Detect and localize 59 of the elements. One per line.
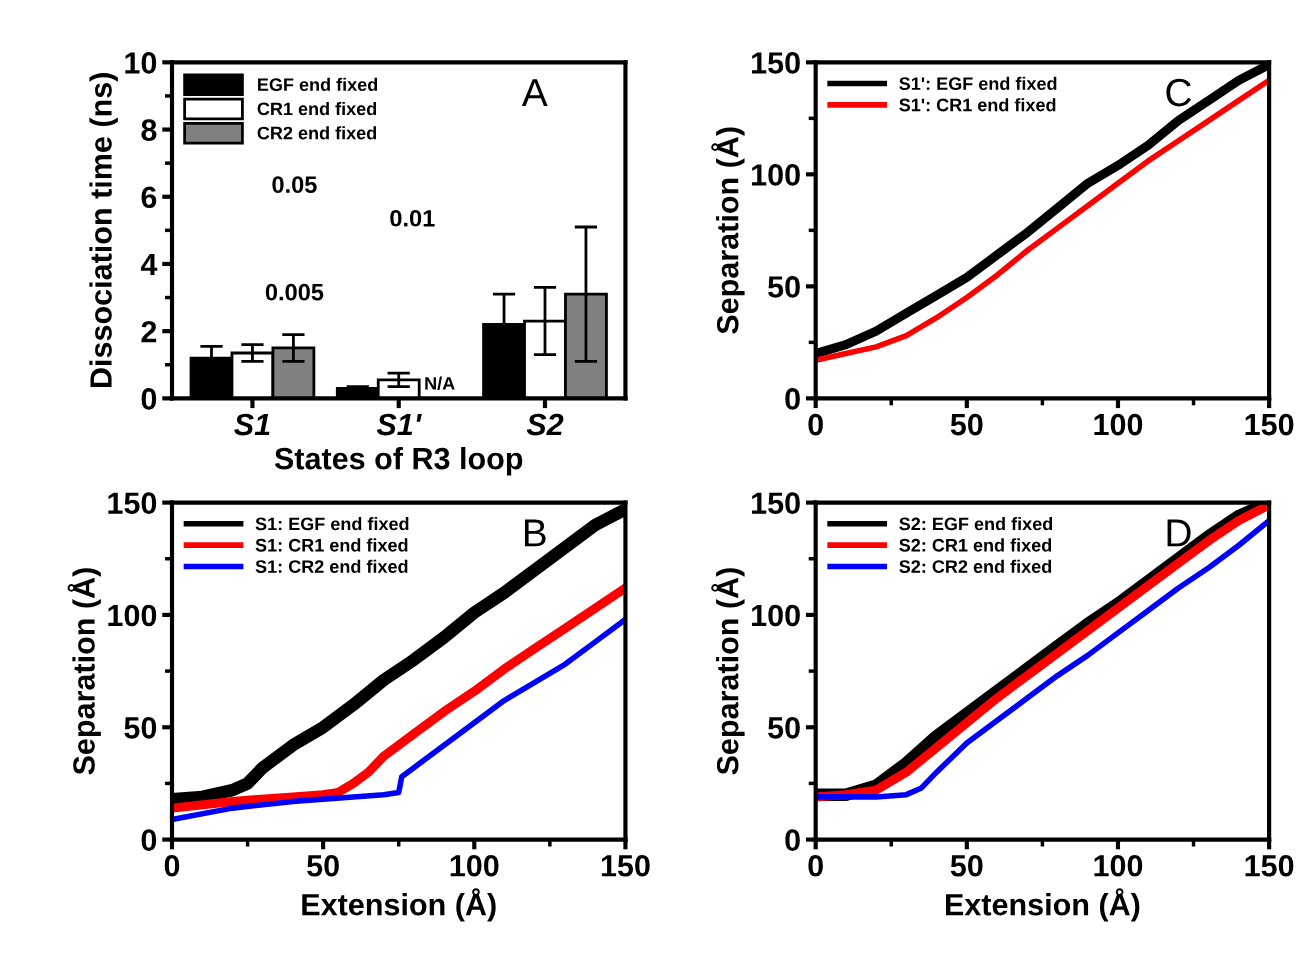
x-tick-label: S2 (526, 413, 564, 436)
y-tick-label: 0 (785, 388, 800, 410)
y-tick-label: 100 (752, 164, 800, 186)
y-tick-label: 150 (752, 492, 800, 514)
x-tick-label: 100 (450, 854, 499, 877)
x-tick-label: 0 (164, 854, 180, 877)
y-tick-label: 2 (141, 320, 157, 343)
y-tick-label: 150 (752, 52, 800, 74)
annotation: 0.005 (265, 283, 324, 301)
legend-label: CR1 end fixed (257, 101, 377, 116)
y-tick-label: 4 (140, 254, 158, 276)
y-tick-label: 0 (141, 388, 157, 410)
y-tick-label: 100 (108, 604, 157, 627)
annotation: B (524, 519, 546, 547)
y-tick-label: 50 (768, 716, 800, 739)
x-tick-label: 150 (1245, 854, 1294, 877)
y-tick-label: 0 (785, 829, 800, 851)
legend-label: S1: CR1 end fixed (255, 538, 408, 552)
y-axis-title: Dissociation time (ns) (89, 73, 118, 388)
y-tick-label: 10 (125, 52, 157, 74)
annotation: 0.01 (390, 209, 435, 227)
legend-label: S2: EGF end fixed (899, 517, 1053, 531)
x-tick-label: 150 (1245, 413, 1294, 436)
y-axis-title: Separation (Å) (711, 127, 745, 334)
x-tick-label: 150 (601, 854, 650, 877)
y-tick-label: 50 (768, 276, 800, 298)
y-tick-label: 150 (108, 492, 157, 514)
x-tick-label: 100 (1094, 854, 1143, 877)
x-tick-label: S1' (376, 413, 422, 436)
legend-label: S2: CR2 end fixed (899, 559, 1052, 573)
x-tick-label: 50 (950, 413, 983, 436)
y-tick-label: 6 (141, 186, 157, 209)
y-tick-label: 50 (124, 716, 157, 739)
annotation: A (521, 79, 548, 106)
x-tick-label: 100 (1094, 413, 1143, 436)
x-tick-label: 0 (808, 854, 823, 877)
y-axis-title: Separation (Å) (67, 568, 101, 775)
y-tick-label: 0 (141, 829, 157, 851)
legend-label: S1': CR1 end fixed (899, 98, 1056, 112)
annotation: D (1167, 519, 1191, 547)
legend-label: CR2 end fixed (257, 126, 377, 140)
legend-label: S2: CR1 end fixed (899, 538, 1052, 552)
x-tick-label: S1 (234, 413, 270, 436)
legend-label: S1: EGF end fixed (255, 517, 409, 531)
x-tick-label: 50 (307, 854, 339, 877)
x-axis-title: Extension (Å) (945, 888, 1140, 922)
annotation: 0.05 (272, 176, 317, 194)
legend-label: S1': EGF end fixed (899, 76, 1057, 91)
y-axis-title: Separation (Å) (711, 568, 745, 775)
x-tick-label: 0 (808, 413, 823, 436)
y-tick-label: 100 (752, 604, 800, 627)
legend-label: EGF end fixed (258, 77, 378, 92)
x-axis-title: States of R3 loop (274, 446, 523, 476)
x-tick-label: 50 (950, 854, 983, 877)
legend-label: S1: CR2 end fixed (255, 559, 408, 573)
x-axis-title: Extension (Å) (302, 888, 496, 922)
annotation: C (1166, 78, 1191, 107)
text: N/A (425, 376, 455, 390)
y-tick-label: 8 (141, 119, 157, 141)
